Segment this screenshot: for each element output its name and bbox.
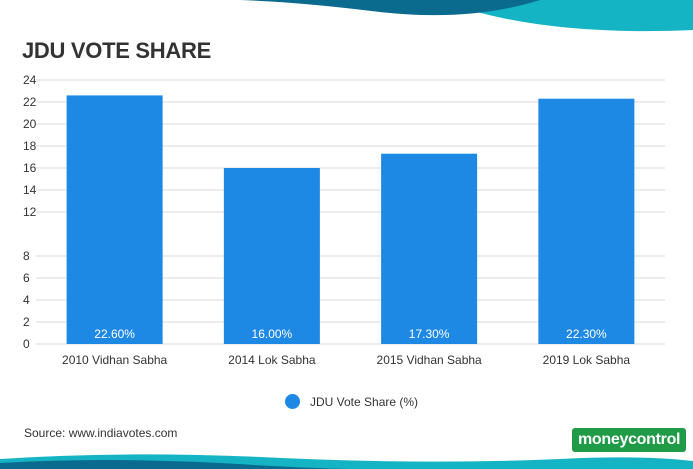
data-labels: 22.60% 16.00% 17.30% 22.30%: [94, 327, 607, 341]
y-tick-label: 18: [23, 139, 37, 153]
moneycontrol-logo: moneycontrol: [572, 428, 687, 452]
y-tick-label: 4: [23, 293, 30, 307]
bar-value-label: 17.30%: [409, 327, 450, 341]
bar[interactable]: [538, 98, 635, 344]
logo-text: moneycontrol: [578, 431, 681, 448]
y-tick-label: 12: [23, 205, 37, 219]
legend[interactable]: JDU Vote Share (%): [285, 394, 418, 409]
bar[interactable]: [381, 153, 478, 344]
bar[interactable]: [66, 95, 163, 345]
x-tick-label: 2014 Lok Sabha: [228, 353, 316, 367]
legend-label: JDU Vote Share (%): [310, 394, 419, 409]
x-axis-ticks: 2010 Vidhan Sabha 2014 Lok Sabha 2015 Vidh…: [62, 353, 630, 367]
y-tick-label: 6: [23, 271, 30, 285]
bar-value-label: 22.60%: [94, 327, 135, 341]
bar-value-label: 16.00%: [252, 327, 293, 341]
x-tick-label: 2019 Lok Sabha: [543, 353, 631, 367]
y-tick-label: 8: [23, 249, 30, 263]
y-tick-label: 2: [23, 315, 30, 329]
y-tick-label: 0: [23, 337, 30, 351]
bars: [66, 95, 635, 345]
y-tick-label: 20: [23, 117, 37, 131]
y-tick-label: 24: [23, 73, 37, 87]
x-tick-label: 2015 Vidhan Sabha: [377, 353, 483, 367]
y-tick-label: 16: [23, 161, 37, 175]
chart-title: JDU VOTE SHARE: [22, 38, 211, 63]
bar[interactable]: [223, 168, 320, 344]
bottom-wave-decoration: [0, 454, 693, 469]
top-wave-decoration: [0, 0, 693, 32]
source-note: Source: www.indiavotes.com: [24, 426, 178, 440]
y-tick-label: 22: [23, 95, 37, 109]
legend-swatch-icon: [285, 394, 300, 409]
y-tick-label: 14: [23, 183, 37, 197]
x-tick-label: 2010 Vidhan Sabha: [62, 353, 168, 367]
bar-value-label: 22.30%: [566, 327, 607, 341]
